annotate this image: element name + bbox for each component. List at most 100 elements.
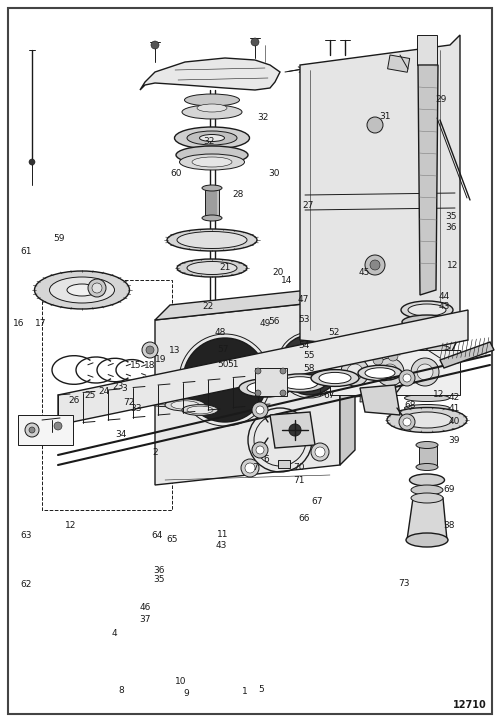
Text: 47: 47 bbox=[298, 295, 308, 304]
Circle shape bbox=[367, 117, 383, 133]
Ellipse shape bbox=[143, 393, 187, 406]
Circle shape bbox=[347, 364, 363, 380]
Circle shape bbox=[386, 376, 394, 384]
Circle shape bbox=[403, 374, 411, 382]
Bar bbox=[342, 340, 350, 348]
Text: 12: 12 bbox=[447, 261, 458, 270]
Polygon shape bbox=[155, 285, 355, 320]
Ellipse shape bbox=[410, 474, 444, 486]
Text: 71: 71 bbox=[293, 476, 305, 484]
Circle shape bbox=[362, 374, 378, 390]
Circle shape bbox=[376, 358, 404, 386]
Text: 43: 43 bbox=[438, 303, 450, 311]
Circle shape bbox=[382, 372, 398, 388]
Ellipse shape bbox=[34, 271, 130, 309]
Circle shape bbox=[365, 255, 385, 275]
Circle shape bbox=[280, 335, 340, 395]
Bar bbox=[255, 368, 287, 396]
Ellipse shape bbox=[187, 261, 237, 274]
Circle shape bbox=[183, 338, 267, 422]
Ellipse shape bbox=[411, 485, 443, 495]
Circle shape bbox=[373, 355, 383, 365]
Ellipse shape bbox=[411, 493, 443, 503]
Circle shape bbox=[370, 260, 380, 270]
Circle shape bbox=[245, 463, 255, 473]
Circle shape bbox=[151, 41, 159, 49]
Text: 16: 16 bbox=[13, 319, 25, 328]
Text: 67: 67 bbox=[323, 391, 335, 400]
Circle shape bbox=[388, 351, 398, 361]
Circle shape bbox=[29, 427, 35, 433]
Ellipse shape bbox=[177, 232, 247, 248]
Text: 12: 12 bbox=[433, 390, 444, 399]
Text: 25: 25 bbox=[84, 391, 96, 400]
Ellipse shape bbox=[200, 134, 224, 142]
Ellipse shape bbox=[404, 375, 450, 381]
Ellipse shape bbox=[174, 127, 250, 149]
Circle shape bbox=[25, 423, 39, 437]
Text: 13: 13 bbox=[169, 346, 181, 355]
Text: 5: 5 bbox=[258, 685, 264, 694]
Bar bbox=[278, 460, 290, 468]
Text: 70: 70 bbox=[293, 464, 305, 472]
Circle shape bbox=[29, 159, 35, 165]
Text: 45: 45 bbox=[358, 269, 370, 277]
Text: 28: 28 bbox=[232, 191, 243, 199]
Polygon shape bbox=[440, 342, 494, 368]
Text: 60: 60 bbox=[170, 169, 182, 178]
Text: 73: 73 bbox=[398, 579, 410, 588]
Polygon shape bbox=[270, 412, 315, 448]
Text: 10: 10 bbox=[176, 677, 187, 686]
Text: 49: 49 bbox=[260, 319, 270, 328]
Circle shape bbox=[366, 378, 374, 386]
Circle shape bbox=[146, 346, 154, 354]
Ellipse shape bbox=[177, 259, 247, 277]
Text: 62: 62 bbox=[20, 580, 32, 589]
Ellipse shape bbox=[180, 154, 244, 170]
Ellipse shape bbox=[184, 94, 240, 106]
Text: 11: 11 bbox=[217, 530, 228, 539]
Polygon shape bbox=[155, 300, 340, 485]
Polygon shape bbox=[300, 35, 460, 355]
Bar bbox=[330, 350, 460, 395]
Ellipse shape bbox=[358, 365, 402, 380]
Text: 20: 20 bbox=[272, 269, 283, 277]
Ellipse shape bbox=[167, 229, 257, 251]
Text: 30: 30 bbox=[268, 169, 280, 178]
Circle shape bbox=[315, 447, 325, 457]
Circle shape bbox=[289, 424, 301, 436]
Text: 29: 29 bbox=[436, 95, 446, 104]
Ellipse shape bbox=[404, 404, 450, 412]
Ellipse shape bbox=[416, 441, 438, 448]
Ellipse shape bbox=[202, 215, 222, 221]
Circle shape bbox=[252, 442, 268, 458]
Text: 19: 19 bbox=[155, 355, 167, 364]
Text: 26: 26 bbox=[68, 396, 80, 405]
Ellipse shape bbox=[197, 104, 227, 112]
Circle shape bbox=[251, 38, 259, 46]
Ellipse shape bbox=[187, 406, 213, 414]
Text: 48: 48 bbox=[214, 328, 226, 336]
Polygon shape bbox=[355, 368, 378, 397]
Text: 22: 22 bbox=[202, 302, 213, 310]
Text: 66: 66 bbox=[298, 514, 310, 523]
Circle shape bbox=[341, 358, 369, 386]
Text: 40: 40 bbox=[448, 417, 460, 426]
Text: 17: 17 bbox=[35, 319, 47, 328]
Text: 34: 34 bbox=[116, 430, 126, 439]
Polygon shape bbox=[407, 498, 447, 540]
Bar bbox=[205, 188, 219, 218]
Ellipse shape bbox=[274, 374, 326, 392]
Text: 14: 14 bbox=[282, 276, 292, 284]
Circle shape bbox=[255, 368, 261, 374]
Ellipse shape bbox=[404, 365, 450, 372]
Text: 39: 39 bbox=[448, 436, 460, 445]
Text: 50: 50 bbox=[217, 360, 229, 369]
Ellipse shape bbox=[402, 412, 452, 428]
Text: 24: 24 bbox=[98, 387, 110, 396]
Text: 44: 44 bbox=[438, 292, 450, 300]
Polygon shape bbox=[418, 65, 438, 295]
Circle shape bbox=[399, 370, 415, 386]
Ellipse shape bbox=[404, 385, 450, 391]
Text: 36: 36 bbox=[153, 566, 165, 575]
